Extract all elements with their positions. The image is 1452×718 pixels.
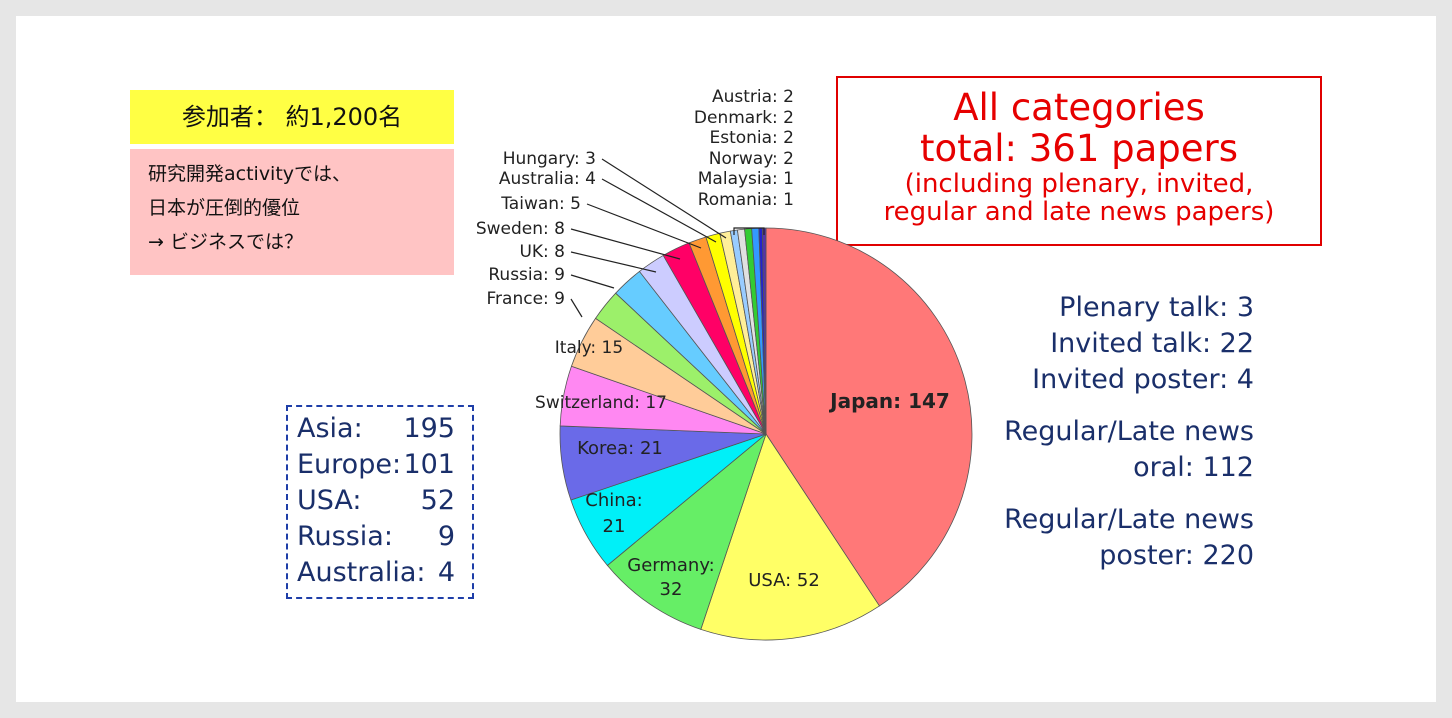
- region-value: 52: [420, 485, 455, 516]
- slice-label-germany: Germany:: [627, 555, 715, 576]
- note-line: 日本が圧倒的優位: [148, 197, 301, 219]
- slice-label-estonia: Estonia: 2: [709, 128, 794, 148]
- slice-label-japan: Japan: 147: [828, 389, 950, 413]
- slice-label-china: China:: [585, 490, 642, 511]
- slide: 参加者： 約1,200名 研究開発activityでは、 日本が圧倒的優位 → …: [16, 16, 1436, 702]
- slice-label-denmark: Denmark: 2: [694, 108, 794, 128]
- breakdown-oral-count: oral: 112: [1133, 452, 1254, 483]
- slice-label-australia: Australia: 4: [499, 169, 596, 189]
- leader-line-australia: [601, 178, 717, 243]
- pie-slice-usa: [700, 433, 880, 641]
- leader-line-france: [570, 298, 583, 318]
- participants-banner: 参加者： 約1,200名: [130, 90, 454, 144]
- total-count: total: 361 papers: [919, 127, 1239, 170]
- slice-label-malaysia: Malaysia: 1: [698, 169, 794, 189]
- leader-line-russia: [570, 274, 615, 289]
- region-summary-box: Asia: 195 Europe: 101 USA: 52 Russia: 9 …: [286, 405, 474, 599]
- slice-label-hungary: Hungary: 3: [503, 149, 596, 169]
- slice-label-usa: USA: 52: [748, 570, 820, 591]
- slice-label-russia: Russia: 9: [488, 265, 565, 285]
- slice-label-france: France: 9: [487, 289, 565, 309]
- slice-label-korea: Korea: 21: [577, 438, 663, 459]
- small-slices-bracket: [733, 227, 765, 235]
- breakdown-invited-talk: Invited talk: 22: [1050, 328, 1254, 359]
- slice-label-sweden: Sweden: 8: [476, 219, 565, 239]
- region-value: 195: [403, 413, 455, 444]
- region-row: USA: 52: [297, 483, 472, 519]
- note-line: 研究開発activityでは、: [148, 163, 352, 185]
- category-breakdown: Plenary talk: 3 Invited talk: 22 Invited…: [1004, 290, 1254, 574]
- region-value: 9: [437, 521, 455, 552]
- slice-label-uk: UK: 8: [519, 242, 565, 262]
- total-title: All categories: [953, 86, 1205, 129]
- breakdown-plenary: Plenary talk: 3: [1059, 292, 1254, 323]
- leader-line-taiwan: [586, 203, 702, 249]
- slice-label-austria: Austria: 2: [712, 87, 794, 107]
- slice-label-italy: Italy: 15: [555, 338, 623, 358]
- slice-label-germany: 32: [660, 579, 683, 600]
- region-row: Asia: 195: [297, 411, 472, 447]
- region-name: Russia:: [297, 521, 393, 552]
- pie-slice-germany: [606, 432, 767, 630]
- region-value: 4: [437, 557, 455, 588]
- breakdown-invited-poster: Invited poster: 4: [1032, 364, 1254, 395]
- region-name: USA:: [297, 485, 362, 516]
- breakdown-poster-heading: Regular/Late news: [1004, 504, 1254, 535]
- leader-line-uk: [570, 251, 657, 273]
- breakdown-oral-heading: Regular/Late news: [1004, 416, 1254, 447]
- research-note: 研究開発activityでは、 日本が圧倒的優位 → ビジネスでは？: [130, 149, 454, 275]
- slice-label-china: 21: [603, 516, 626, 537]
- leader-line-sweden: [570, 228, 681, 260]
- leader-line-hungary: [601, 158, 727, 239]
- region-name: Europe:: [297, 449, 402, 480]
- breakdown-poster-count: poster: 220: [1099, 540, 1254, 571]
- total-papers-box: All categories total: 361 papers (includ…: [836, 76, 1322, 246]
- country-pie-chart: Japan: 147 USA: 52 Germany: 32 China: 21 Korea…: [476, 87, 973, 641]
- slice-label-norway: Norway: 2: [709, 149, 794, 169]
- region-value: 101: [403, 449, 455, 480]
- note-line: → ビジネスでは？: [148, 231, 303, 253]
- region-row: Russia: 9: [297, 519, 472, 555]
- region-row: Australia: 4: [297, 555, 472, 591]
- total-note-line: (including plenary, invited,: [904, 169, 1254, 199]
- region-name: Asia:: [297, 413, 363, 444]
- slice-label-switzerland: Switzerland: 17: [535, 393, 667, 413]
- slice-label-taiwan: Taiwan: 5: [500, 194, 581, 214]
- region-row: Europe: 101: [297, 447, 472, 483]
- total-note-line: regular and late news papers): [883, 197, 1275, 227]
- slice-label-romania: Romania: 1: [698, 190, 794, 210]
